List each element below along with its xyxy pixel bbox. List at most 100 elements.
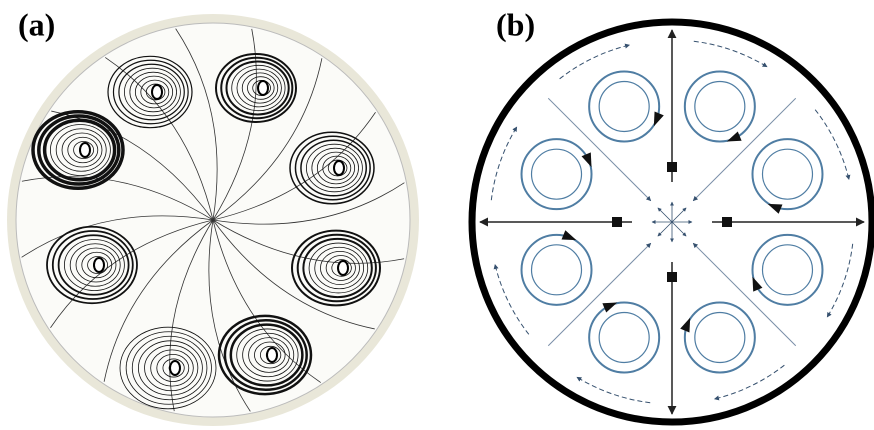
- vortex-arrowhead: [653, 111, 664, 127]
- center-arrow: [671, 207, 687, 223]
- vortex-streamline: [73, 141, 94, 159]
- streamline: [212, 219, 321, 383]
- vortex-streamline: [311, 147, 359, 189]
- vortex-streamline: [144, 344, 199, 392]
- vortex-streamline: [42, 118, 117, 182]
- diagonal-arrow: [547, 97, 652, 202]
- vortex-inner: [694, 80, 746, 133]
- vortex-streamline: [37, 114, 121, 186]
- vortex-arrowhead: [752, 276, 763, 292]
- vortex-outer: [683, 70, 756, 143]
- vortex-outer: [751, 233, 824, 306]
- vortex-streamline: [81, 251, 113, 279]
- vortex-streamline: [223, 318, 308, 392]
- vortex-streamline: [31, 110, 125, 190]
- vortex-streamline: [215, 53, 297, 123]
- vortex-outer: [751, 138, 824, 211]
- vortex-streamline: [294, 135, 371, 201]
- panel-label: (a): [18, 6, 55, 42]
- vortex-streamline: [291, 229, 381, 307]
- vortex-outer: [520, 233, 593, 306]
- vortex-inner: [694, 311, 746, 364]
- vortex-streamline: [225, 60, 290, 116]
- rim-flow: [493, 263, 530, 335]
- vortex-streamline: [118, 63, 185, 121]
- vortex-inner: [530, 244, 583, 296]
- vortex-streamline: [236, 328, 299, 382]
- center-arrow: [657, 221, 673, 237]
- vortex-core: [257, 80, 269, 96]
- vortex-streamline: [107, 55, 193, 129]
- vortex-inner: [761, 244, 814, 296]
- streamline: [105, 57, 214, 221]
- vortex-inner: [598, 311, 650, 364]
- vortex-streamline: [112, 59, 189, 125]
- streamline: [21, 215, 214, 258]
- vortex-streamline: [302, 237, 373, 299]
- vortex-streamline: [217, 314, 313, 396]
- diagonal-arrow: [547, 242, 652, 347]
- rim-flow: [576, 376, 651, 404]
- vortex-arrowhead: [767, 203, 783, 214]
- vortex-streamline: [229, 323, 304, 387]
- vortex-core: [337, 260, 349, 276]
- diagonal-arrow: [692, 242, 797, 347]
- panel-b: [468, 18, 874, 426]
- vortex-streamline: [241, 72, 279, 104]
- vortex-arrowhead: [561, 230, 577, 241]
- panel-a: [7, 14, 419, 426]
- vortex-streamline: [231, 64, 286, 112]
- streamline: [212, 112, 376, 221]
- vortex-core: [151, 84, 163, 100]
- vortex-streamline: [134, 75, 174, 109]
- vortex-outer: [588, 70, 661, 143]
- vortex-streamline: [331, 259, 352, 277]
- vortex-streamline: [308, 242, 369, 294]
- center-arrow: [671, 221, 687, 237]
- vortex-streamline: [51, 230, 134, 300]
- vortex-streamline: [50, 124, 111, 176]
- streamline: [50, 219, 214, 328]
- vortex-streamline: [145, 83, 166, 101]
- vortex-streamline: [156, 353, 190, 382]
- vortex-streamline: [67, 136, 99, 164]
- vortex-streamline: [242, 332, 295, 378]
- vortex-streamline: [316, 151, 356, 185]
- vortex-streamline: [46, 225, 138, 305]
- vortex-streamline: [305, 143, 363, 193]
- vortex-streamline: [55, 128, 107, 172]
- vortex-streamline: [125, 331, 212, 405]
- vortex-core: [169, 360, 181, 376]
- vortex-inner: [530, 148, 583, 200]
- vortex-streamline: [220, 56, 294, 120]
- vortex-outer: [683, 301, 756, 374]
- vortex-streamline: [289, 131, 375, 205]
- vortex-streamline: [140, 79, 170, 105]
- vortex-outer: [588, 301, 661, 374]
- vortex-streamline: [325, 255, 356, 281]
- vortex-streamline: [314, 246, 365, 290]
- vortex-inner: [598, 80, 650, 133]
- vortex-streamline: [162, 358, 185, 378]
- rim-flow: [814, 109, 851, 181]
- vortex-streamline: [87, 256, 108, 274]
- vortex-streamline: [129, 71, 177, 113]
- vortex-streamline: [137, 340, 203, 396]
- rim-flow: [713, 364, 785, 401]
- vortex-streamline: [300, 139, 368, 197]
- vortex-streamline: [150, 349, 194, 387]
- vortex-streamline: [259, 345, 282, 365]
- vortex-streamline: [57, 234, 130, 296]
- vortex-streamline: [64, 239, 125, 291]
- streamline: [175, 28, 218, 221]
- streamline: [212, 28, 257, 221]
- vortex-core: [333, 160, 345, 176]
- vortex-streamline: [296, 233, 377, 303]
- rim-flow: [490, 126, 518, 201]
- panel-label: (b): [496, 6, 535, 42]
- streamline: [169, 219, 214, 412]
- flow-block: [722, 217, 732, 227]
- rim-flow: [826, 243, 854, 318]
- vortex-streamline: [248, 337, 290, 373]
